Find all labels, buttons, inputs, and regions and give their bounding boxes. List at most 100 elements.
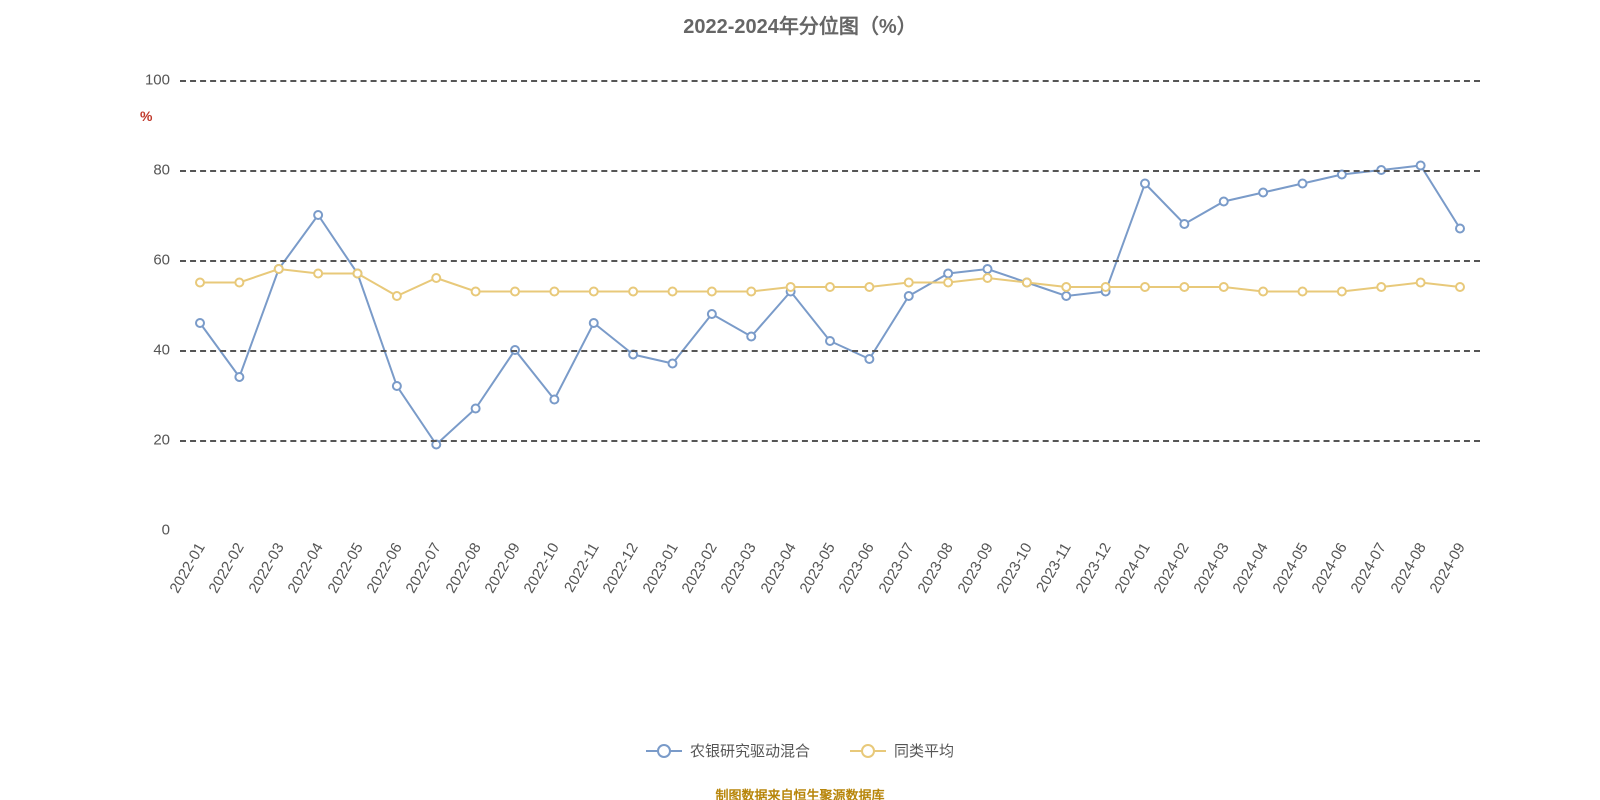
series-marker [669,288,677,296]
xtick-label: 2023-08 [915,540,957,596]
legend-label: 农银研究驱动混合 [690,740,810,761]
xtick-label: 2023-11 [1033,540,1075,595]
series-marker [393,292,401,300]
gridline [180,170,1480,172]
series-marker [1417,162,1425,170]
xtick-label: 2023-05 [796,540,838,596]
series-marker [1299,288,1307,296]
series-marker [235,279,243,287]
series-marker [826,283,834,291]
series-marker [865,283,873,291]
xtick-label: 2023-02 [678,540,720,596]
series-marker [1180,220,1188,228]
series-marker [550,396,558,404]
series-marker [432,274,440,282]
legend-swatch [850,744,886,758]
series-marker [1102,283,1110,291]
series-marker [944,279,952,287]
series-marker [354,270,362,278]
series-line [200,166,1460,445]
series-marker [669,360,677,368]
xtick-label: 2023-04 [757,540,799,596]
series-marker [1062,283,1070,291]
series-marker [865,355,873,363]
legend-label: 同类平均 [894,740,954,761]
series-marker [1299,180,1307,188]
series-marker [1141,283,1149,291]
xtick-label: 2023-12 [1072,540,1114,596]
series-marker [708,288,716,296]
xtick-label: 2024-06 [1308,540,1350,596]
series-marker [393,382,401,390]
xtick-label: 2024-07 [1348,540,1390,596]
gridline [180,440,1480,442]
series-marker [1456,283,1464,291]
xtick-label: 2024-09 [1426,540,1468,596]
series-marker [275,265,283,273]
legend-swatch [646,744,682,758]
series-marker [984,274,992,282]
series-marker [1259,288,1267,296]
chart-title: 2022-2024年分位图（%） [0,10,1600,39]
series-marker [1417,279,1425,287]
series-marker [590,319,598,327]
footer-note: 制图数据来自恒生聚源数据库 [0,785,1600,800]
xtick-label: 2022-11 [561,540,603,595]
xtick-label: 2022-08 [442,540,484,596]
series-marker [472,405,480,413]
ytick-label: 0 [162,522,170,539]
series-marker [511,288,519,296]
xtick-label: 2022-06 [363,540,405,596]
series-marker [984,265,992,273]
series-marker [196,319,204,327]
xtick-label: 2022-07 [403,540,445,596]
xtick-label: 2022-12 [600,540,642,596]
xtick-label: 2023-07 [875,540,917,596]
series-marker [708,310,716,318]
xtick-label: 2022-02 [206,540,248,596]
series-marker [629,288,637,296]
series-marker [550,288,558,296]
xtick-label: 2024-03 [1190,540,1232,596]
plot-area: % 0204060801002022-012022-022022-032022-… [180,80,1480,530]
ytick-label: 60 [153,252,170,269]
series-marker [747,333,755,341]
series-marker [1259,189,1267,197]
series-marker [1220,283,1228,291]
series-marker [826,337,834,345]
xtick-label: 2022-03 [245,540,287,596]
series-marker [905,279,913,287]
series-marker [1220,198,1228,206]
ytick-label: 20 [153,432,170,449]
gridline [180,260,1480,262]
legend: 农银研究驱动混合 同类平均 [0,740,1600,763]
series-marker [944,270,952,278]
xtick-label: 2024-02 [1151,540,1193,596]
legend-item: 农银研究驱动混合 [646,740,810,761]
legend-item: 同类平均 [850,740,954,761]
series-marker [1062,292,1070,300]
xtick-label: 2024-04 [1230,540,1272,596]
chart-container: 2022-2024年分位图（%） % 0204060801002022-0120… [0,0,1600,800]
series-marker [314,211,322,219]
xtick-label: 2023-10 [993,540,1035,596]
y-axis-unit: % [140,108,152,124]
series-marker [590,288,598,296]
xtick-label: 2022-01 [166,540,208,596]
xtick-label: 2023-01 [639,540,681,596]
series-marker [905,292,913,300]
xtick-label: 2024-05 [1269,540,1311,596]
xtick-label: 2022-10 [521,540,563,596]
xtick-label: 2023-09 [954,540,996,596]
series-marker [1141,180,1149,188]
xtick-label: 2022-05 [324,540,366,596]
gridline [180,350,1480,352]
series-marker [747,288,755,296]
series-marker [1456,225,1464,233]
xtick-label: 2023-06 [836,540,878,596]
series-marker [1180,283,1188,291]
ytick-label: 100 [145,72,170,89]
gridline [180,80,1480,82]
xtick-label: 2024-01 [1111,540,1153,596]
xtick-label: 2022-04 [285,540,327,596]
